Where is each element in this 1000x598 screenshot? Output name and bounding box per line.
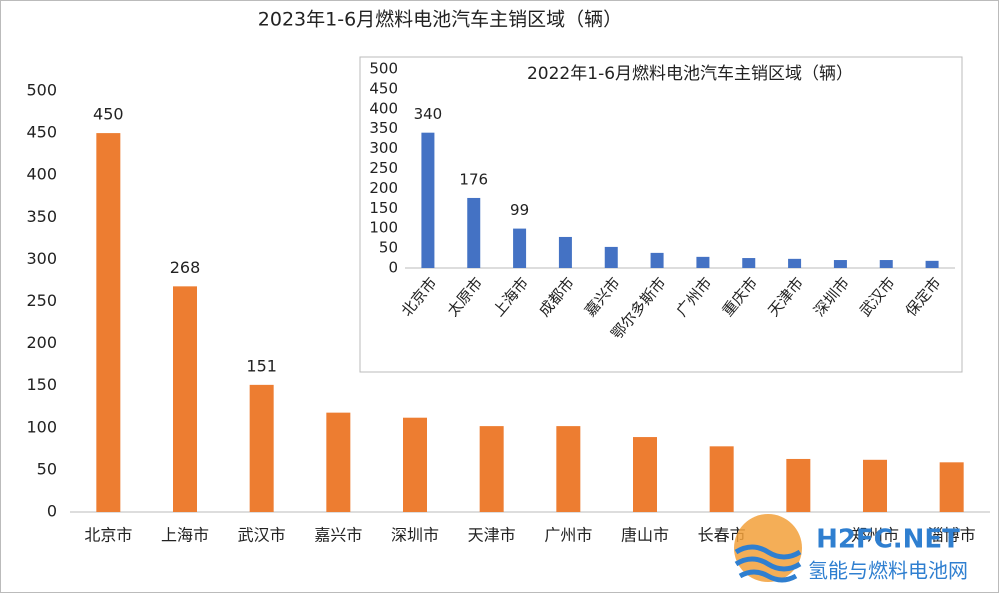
bar (863, 459, 887, 512)
watermark-logo-sun (734, 514, 802, 582)
x-tick-label: 武汉市 (238, 526, 286, 545)
y-tick-label: 250 (26, 291, 57, 310)
bar (696, 256, 710, 268)
inset-frame (359, 56, 963, 373)
y-tick-label: 50 (37, 459, 57, 478)
x-tick-label: 上海市 (161, 526, 209, 545)
y-tick-label: 500 (26, 81, 57, 100)
y-tick-label: 400 (26, 165, 57, 184)
x-tick-label: 广州市 (544, 526, 592, 545)
y-tick-label: 450 (26, 123, 57, 142)
bar (513, 228, 527, 268)
x-tick-label: 深圳市 (391, 526, 439, 545)
bar (558, 236, 572, 268)
watermark-logo: H2FC.NET (816, 525, 960, 555)
bar (249, 384, 274, 512)
bar (403, 417, 427, 512)
y-tick-label: 300 (369, 139, 398, 157)
y-tick-label: 450 (369, 79, 398, 97)
bar (742, 258, 756, 268)
bar (786, 458, 811, 512)
bar (833, 260, 847, 268)
chart-title: 2023年1-6月燃料电池汽车主销区域（辆） (258, 9, 622, 31)
x-tick-label: 长春市 (698, 526, 746, 545)
bar (421, 132, 435, 268)
y-tick-label: 100 (369, 219, 398, 237)
y-tick-label: 150 (369, 199, 398, 217)
bar (925, 260, 939, 268)
data-label: 268 (170, 258, 201, 277)
watermark-name: 氢能与燃料电池网 (808, 559, 968, 583)
data-label: 99 (510, 201, 529, 219)
data-label: 450 (93, 105, 124, 124)
bar (467, 197, 481, 268)
data-label: 340 (414, 105, 443, 123)
bar (604, 246, 618, 268)
bar (879, 260, 893, 268)
x-tick-label: 天津市 (468, 526, 516, 545)
bar (788, 258, 802, 268)
y-tick-label: 350 (26, 207, 57, 226)
chart-title: 2022年1-6月燃料电池汽车主销区域（辆） (527, 64, 853, 84)
bar (633, 437, 657, 512)
y-tick-label: 200 (26, 333, 57, 352)
bar (709, 446, 734, 512)
x-tick-label: 唐山市 (621, 526, 669, 545)
bar (479, 426, 504, 512)
y-tick-label: 300 (26, 249, 57, 268)
bar (326, 412, 351, 512)
y-tick-label: 50 (379, 239, 398, 257)
bar (96, 133, 121, 512)
y-tick-label: 500 (369, 60, 398, 78)
y-tick-label: 0 (388, 259, 398, 277)
bar (650, 252, 664, 268)
watermark-logo-waves (734, 544, 802, 583)
y-tick-label: 250 (369, 159, 398, 177)
y-tick-label: 400 (369, 99, 398, 117)
y-tick-label: 0 (47, 502, 57, 521)
bar (939, 462, 964, 512)
y-tick-label: 150 (26, 375, 57, 394)
x-tick-label: 淄博市 (928, 526, 976, 545)
y-tick-label: 200 (369, 179, 398, 197)
bar (173, 286, 197, 512)
y-tick-label: 350 (369, 119, 398, 137)
data-label: 151 (246, 356, 277, 375)
x-tick-label: 嘉兴市 (314, 526, 362, 545)
bar (556, 426, 581, 512)
watermark: H2FC.NET 氢能与燃料电池网 (734, 514, 968, 583)
y-tick-label: 100 (26, 417, 57, 436)
x-tick-label: 北京市 (84, 526, 132, 545)
data-label: 176 (459, 170, 488, 188)
x-tick-label: 郑州市 (851, 526, 899, 545)
